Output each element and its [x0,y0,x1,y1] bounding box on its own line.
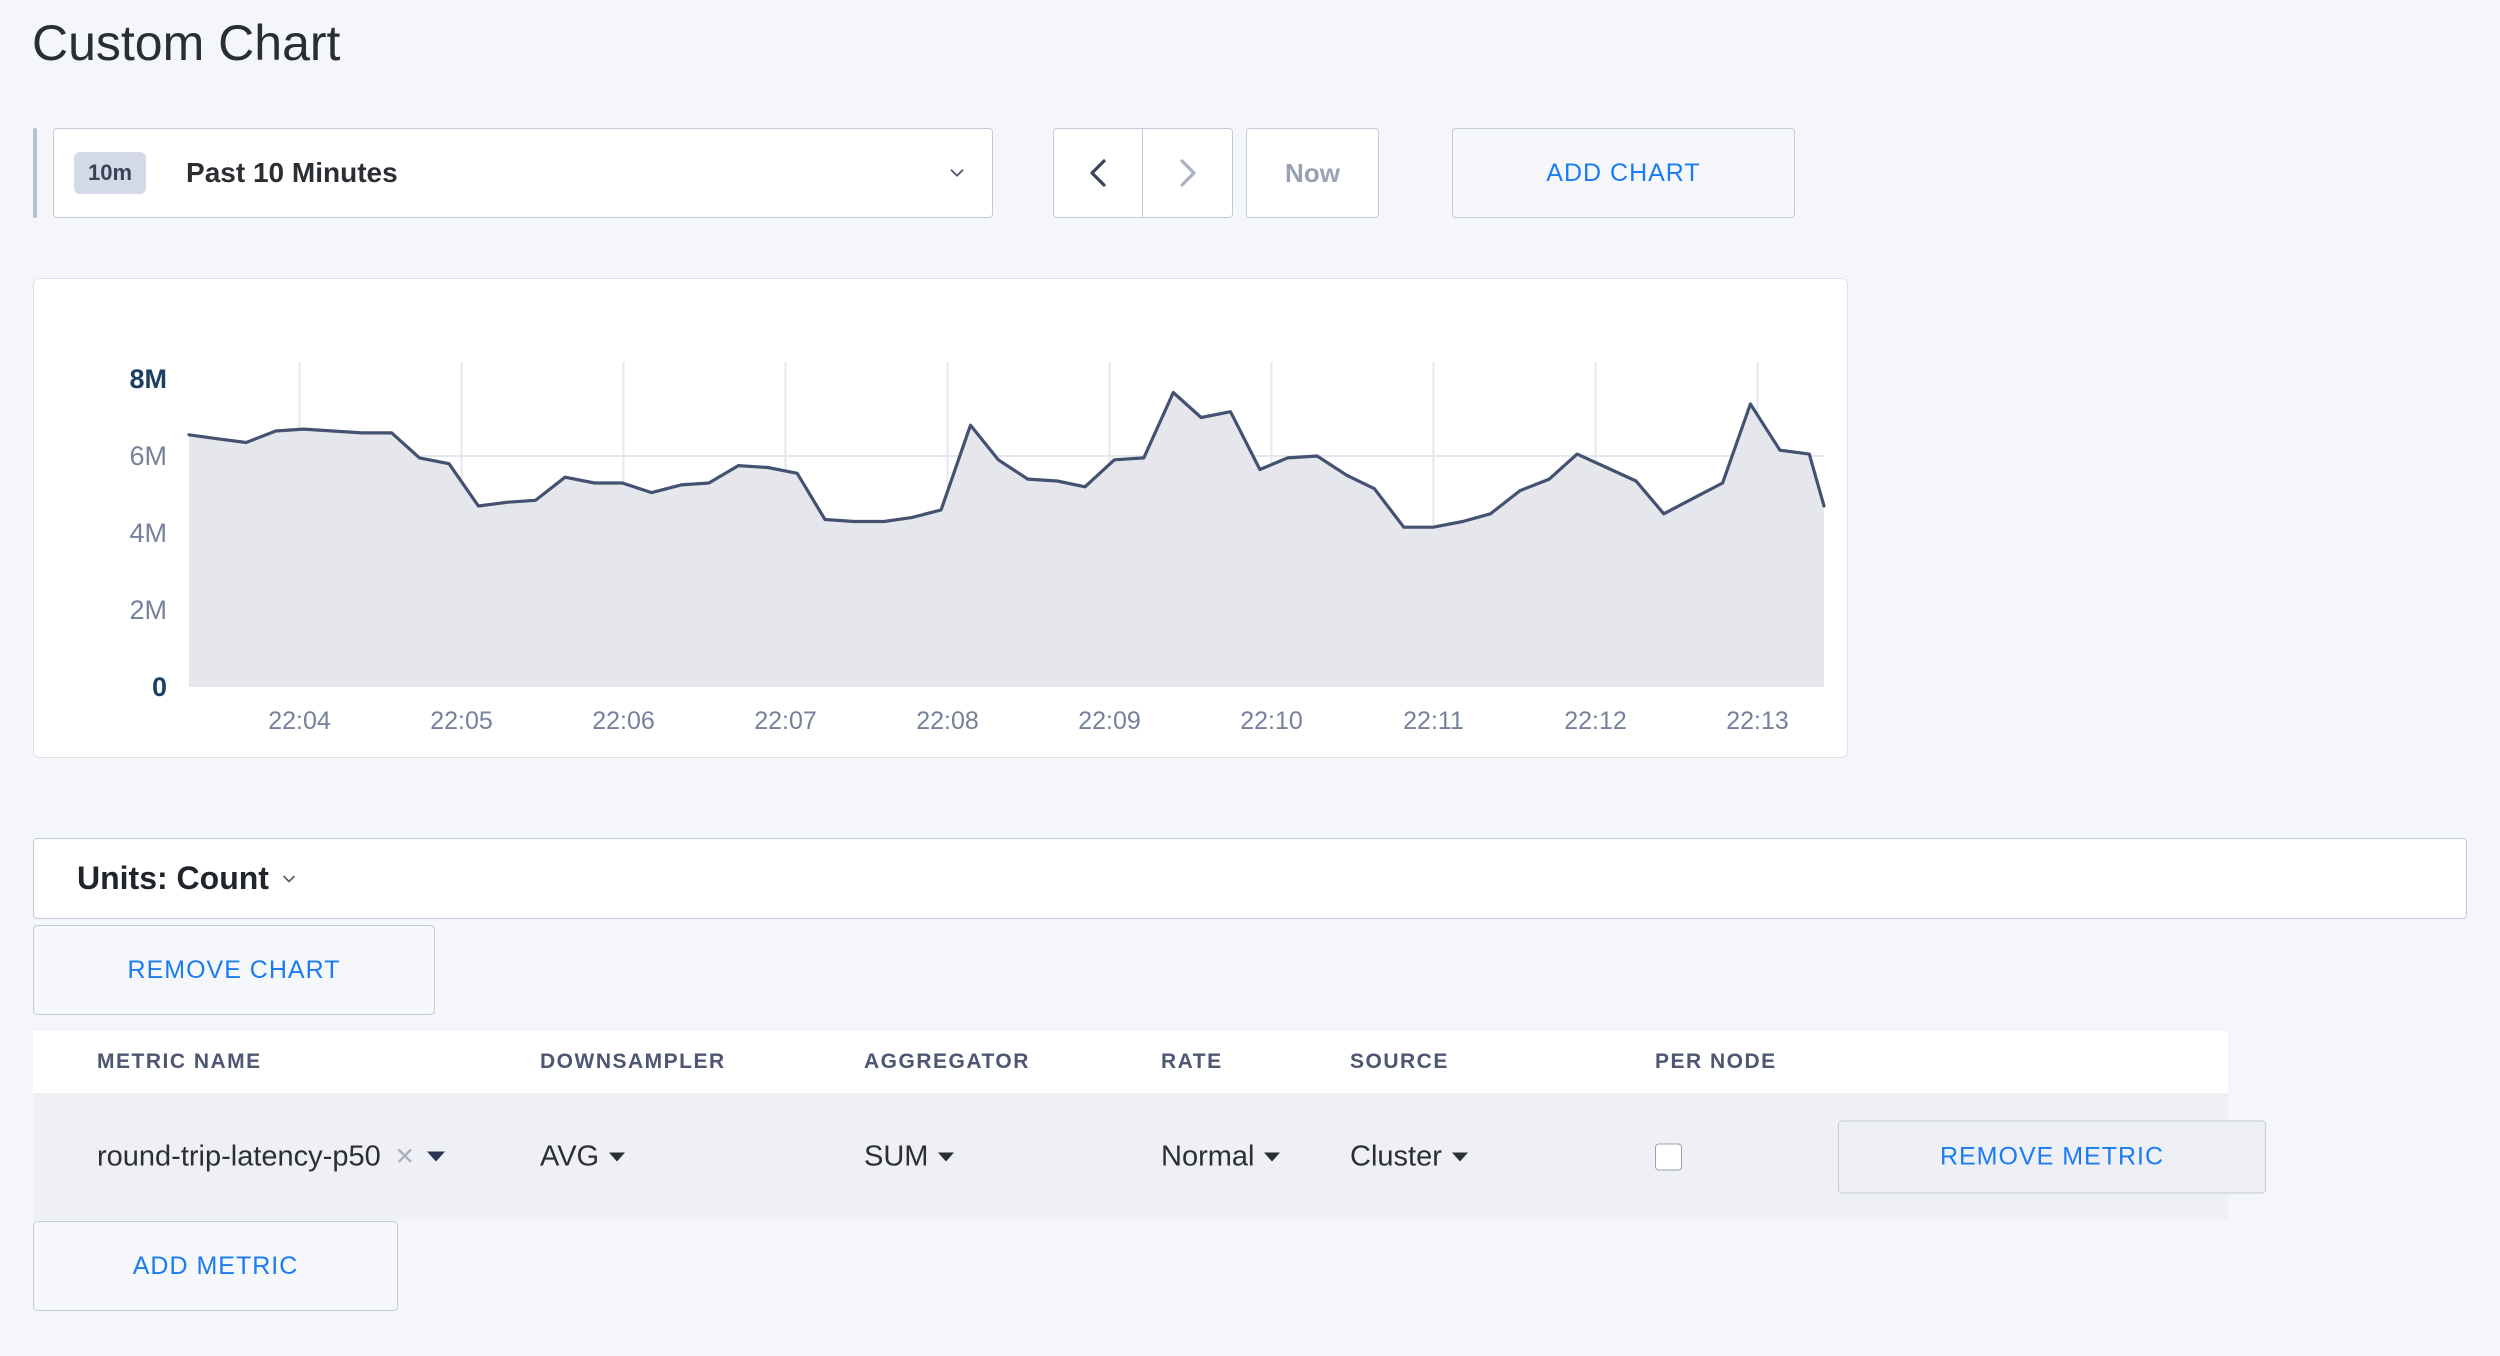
svg-text:2M: 2M [129,595,167,625]
svg-text:22:08: 22:08 [916,707,979,735]
svg-text:22:04: 22:04 [268,707,331,735]
svg-text:4M: 4M [129,518,167,548]
svg-text:22:10: 22:10 [1240,707,1303,735]
svg-text:22:12: 22:12 [1564,707,1627,735]
svg-text:22:13: 22:13 [1726,707,1789,735]
svg-text:8M: 8M [129,364,167,394]
svg-text:0: 0 [152,672,167,702]
svg-text:22:06: 22:06 [592,707,655,735]
svg-text:22:07: 22:07 [754,707,817,735]
svg-text:6M: 6M [129,441,167,471]
svg-text:22:09: 22:09 [1078,707,1141,735]
svg-text:22:05: 22:05 [430,707,493,735]
svg-text:22:11: 22:11 [1403,707,1464,735]
